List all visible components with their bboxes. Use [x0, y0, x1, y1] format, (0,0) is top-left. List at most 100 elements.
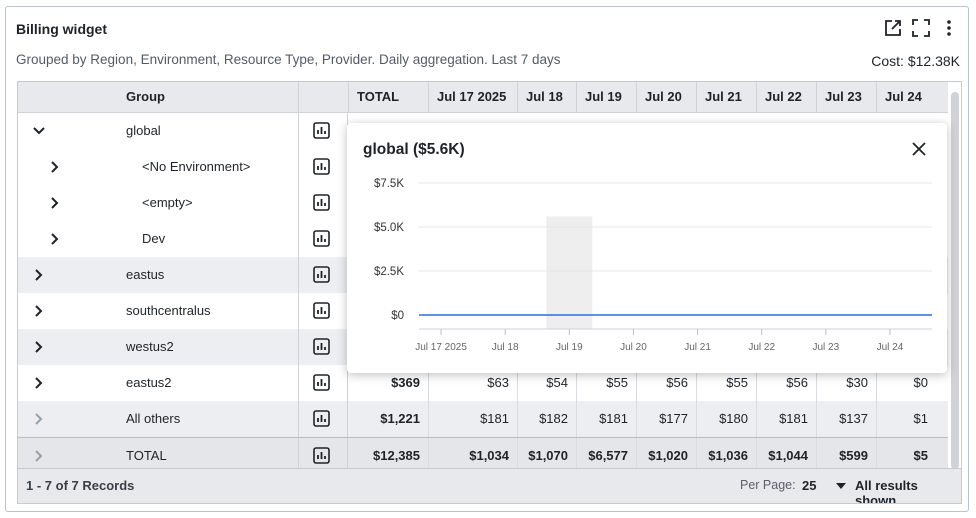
value-cell: $182	[517, 401, 576, 437]
value-cell: $177	[636, 401, 696, 437]
more-options-icon[interactable]	[940, 19, 958, 37]
total-cost: Cost: $12.38K	[871, 53, 960, 69]
bar-chart-icon[interactable]	[313, 158, 330, 175]
value-cell: $180	[696, 401, 756, 437]
chart-cell	[298, 149, 348, 185]
x-tick-label: Jul 21	[684, 342, 711, 353]
total-cell: $1,221	[380, 411, 420, 426]
bar-chart-icon[interactable]	[313, 447, 330, 464]
value-cell: $54	[517, 365, 576, 401]
chart-cell	[298, 329, 348, 365]
open-external-icon[interactable]	[884, 19, 902, 37]
per-page-select[interactable]: 25	[802, 478, 817, 493]
column-header-date[interactable]: Jul 22	[756, 82, 816, 112]
bar-chart-icon[interactable]	[313, 194, 330, 211]
billing-widget: Billing widget Grouped by Region, Enviro…	[5, 6, 969, 512]
results-status: All results shown	[855, 478, 918, 504]
y-tick-label: $0	[391, 310, 404, 322]
caret-down-icon[interactable]	[836, 483, 846, 489]
popup-chart: $7.5K $5.0K $2.5K $0 Jul 17 2025 Jul 18 Jul 19…	[374, 178, 932, 353]
highlight-bar	[546, 216, 593, 329]
value-cell: $1	[876, 401, 936, 437]
column-header-date[interactable]: Jul 18	[517, 82, 576, 112]
column-header-total[interactable]: TOTAL	[348, 82, 428, 112]
chevron-right-icon[interactable]	[32, 268, 46, 282]
chart-cell	[298, 221, 348, 257]
group-label: global	[126, 123, 161, 138]
y-tick-label: $7.5K	[374, 178, 404, 190]
group-label: southcentralus	[126, 303, 211, 318]
table-header: Group TOTAL Jul 17 2025 Jul 18 Jul 19 Ju…	[18, 82, 948, 113]
chart-cell	[298, 185, 348, 221]
value-cell: $5	[876, 438, 936, 474]
x-tick-label: Jul 23	[812, 342, 839, 353]
bar-chart-icon[interactable]	[313, 338, 330, 355]
column-header-date[interactable]: Jul 20	[636, 82, 696, 112]
bar-chart-icon[interactable]	[313, 230, 330, 247]
y-tick-label: $2.5K	[374, 266, 404, 278]
column-header-group[interactable]: Group	[126, 89, 165, 104]
bar-chart-icon[interactable]	[313, 266, 330, 283]
bar-chart-icon[interactable]	[313, 374, 330, 391]
bar-chart-icon[interactable]	[313, 122, 330, 139]
chevron-right-icon[interactable]	[48, 232, 62, 246]
chevron-right-icon[interactable]	[32, 304, 46, 318]
value-cell: $137	[816, 401, 876, 437]
popup-title: global ($5.6K)	[363, 141, 465, 158]
chevron-down-icon[interactable]	[32, 124, 46, 138]
group-label: <No Environment>	[142, 159, 251, 174]
column-header-chart	[298, 82, 348, 112]
value-cell: $181	[576, 401, 636, 437]
table-footer: 1 - 7 of 7 Records Per Page: 25 All resu…	[18, 468, 961, 503]
group-label: eastus2	[126, 375, 172, 390]
table-total-row: TOTAL $12,385 $1,034 $1,070 $6,577 $1,02…	[18, 437, 948, 474]
chevron-right-icon	[32, 449, 46, 463]
column-header-date[interactable]: Jul 23	[816, 82, 876, 112]
group-label: eastus	[126, 267, 165, 282]
column-header-date[interactable]: Jul 17 2025	[428, 82, 517, 112]
value-cell: $55	[696, 365, 756, 401]
value-cell: $599	[816, 438, 876, 474]
value-cell: $63	[428, 365, 517, 401]
group-label: Dev	[142, 231, 166, 246]
chart-cell	[298, 401, 348, 437]
x-tick-label: Jul 17 2025	[415, 342, 467, 353]
value-cell: $181	[428, 401, 517, 437]
value-cell: $1,044	[756, 438, 816, 474]
group-label: <empty>	[142, 195, 193, 210]
table-row[interactable]: All others $1,221 $181 $182 $181 $177 $1…	[18, 401, 948, 437]
chart-cell	[298, 113, 348, 149]
close-icon[interactable]	[911, 141, 927, 157]
bar-chart-icon[interactable]	[313, 410, 330, 427]
widget-subtitle: Grouped by Region, Environment, Resource…	[16, 52, 561, 67]
record-count: 1 - 7 of 7 Records	[26, 478, 135, 493]
value-cell: $181	[756, 401, 816, 437]
table-row[interactable]: eastus2 $369 $63 $54 $55 $56 $55 $56 $30…	[18, 365, 948, 401]
value-cell: $55	[576, 365, 636, 401]
value-cell: $6,577	[576, 438, 636, 474]
x-tick-label: Jul 22	[748, 342, 775, 353]
chevron-right-icon[interactable]	[32, 340, 46, 354]
column-header-date[interactable]: Jul 21	[696, 82, 756, 112]
chart-cell	[298, 293, 348, 329]
fullscreen-icon[interactable]	[912, 19, 930, 37]
widget-title: Billing widget	[16, 21, 107, 37]
bar-chart-icon[interactable]	[313, 302, 330, 319]
x-tick-label: Jul 18	[492, 342, 519, 353]
chevron-right-icon[interactable]	[48, 196, 62, 210]
x-tick-label: Jul 20	[620, 342, 647, 353]
chevron-right-icon[interactable]	[32, 376, 46, 390]
value-cell: $1,034	[428, 438, 517, 474]
value-cell: $0	[876, 365, 936, 401]
header-actions	[884, 19, 958, 37]
vertical-scrollbar[interactable]	[951, 92, 959, 469]
per-page-label: Per Page:	[740, 478, 796, 492]
x-tick-label: Jul 24	[877, 342, 904, 353]
column-header-date[interactable]: Jul 24	[876, 82, 936, 112]
chart-cell	[298, 365, 348, 401]
value-cell: $1,036	[696, 438, 756, 474]
value-cell: $30	[816, 365, 876, 401]
x-tick-label: Jul 19	[556, 342, 583, 353]
column-header-date[interactable]: Jul 19	[576, 82, 636, 112]
chevron-right-icon[interactable]	[48, 160, 62, 174]
